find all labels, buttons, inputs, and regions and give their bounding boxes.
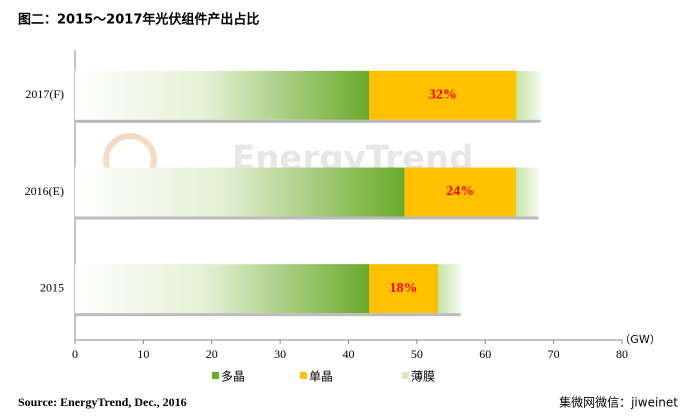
bar-segment	[369, 264, 439, 314]
unit-label: （GW）	[619, 333, 660, 346]
legend-swatch	[300, 372, 307, 379]
y-tick-label: 2017(F)	[25, 87, 64, 101]
share-label: 24%	[446, 184, 474, 199]
x-tick-label: 0	[72, 347, 78, 361]
legend-label: 多晶	[221, 370, 245, 384]
y-tick-label: 2016(E)	[25, 184, 64, 198]
bar-segment	[75, 70, 370, 120]
credit: 集微网微信：jiweinet	[559, 395, 678, 410]
bar-segment	[404, 167, 517, 217]
x-tick-label: 10	[137, 347, 149, 361]
legend-swatch	[402, 372, 409, 379]
x-tick-label: 20	[206, 347, 218, 361]
x-tick-label: 60	[479, 347, 491, 361]
bar-segment	[516, 167, 539, 217]
x-tick-label: 50	[411, 347, 423, 361]
legend-swatch	[212, 372, 219, 379]
x-tick-label: 80	[616, 347, 628, 361]
legend-label: 单晶	[309, 370, 333, 384]
bar-segment	[516, 70, 541, 120]
source: Source: EnergyTrend, Dec., 2016	[18, 395, 187, 409]
bar-shadow	[75, 313, 461, 317]
x-tick-label: 70	[548, 347, 560, 361]
bar-segment	[438, 264, 461, 314]
bar-segment	[75, 167, 405, 217]
bar-segment	[369, 70, 517, 120]
share-label: 18%	[390, 281, 418, 296]
bar-segment	[75, 264, 370, 314]
x-tick-label: 40	[343, 347, 355, 361]
legend-label: 薄膜	[411, 369, 435, 384]
chart-title: 图二：2015～2017年光伏组件产出占比	[18, 12, 259, 28]
x-tick-label: 30	[274, 347, 286, 361]
y-tick-label: 2015	[40, 280, 64, 294]
bar-shadow	[75, 119, 541, 123]
share-label: 32%	[429, 88, 457, 103]
bar-shadow	[75, 216, 539, 220]
